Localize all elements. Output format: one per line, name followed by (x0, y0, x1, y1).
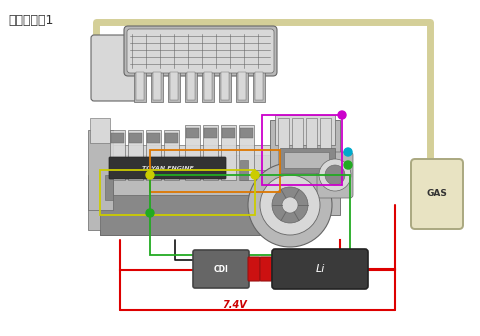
FancyBboxPatch shape (317, 152, 353, 198)
Bar (108, 145, 280, 170)
Text: CDI: CDI (214, 264, 228, 274)
Bar (238, 72, 246, 100)
FancyBboxPatch shape (260, 257, 272, 281)
Circle shape (319, 159, 351, 191)
Bar (204, 128, 217, 138)
Bar (278, 118, 289, 173)
Circle shape (272, 187, 308, 223)
Bar (262, 115, 342, 185)
Bar (292, 118, 303, 173)
FancyBboxPatch shape (411, 159, 463, 229)
Bar (134, 70, 146, 102)
Bar (164, 130, 179, 180)
Bar (187, 72, 195, 100)
Bar (151, 70, 163, 102)
Bar (239, 125, 254, 180)
Bar (253, 70, 265, 102)
Circle shape (146, 171, 154, 179)
Bar (170, 72, 178, 100)
Circle shape (282, 197, 298, 213)
Circle shape (248, 163, 332, 247)
Bar (100, 195, 285, 235)
Bar (240, 160, 248, 180)
Bar (270, 120, 340, 215)
Bar (105, 175, 113, 200)
Bar (320, 118, 331, 173)
FancyBboxPatch shape (248, 257, 260, 281)
Circle shape (251, 171, 259, 179)
Bar (147, 133, 160, 143)
Bar (136, 72, 144, 100)
Bar (255, 72, 263, 100)
Bar (203, 125, 218, 180)
FancyBboxPatch shape (91, 35, 139, 101)
Bar (280, 148, 335, 173)
Bar (165, 133, 178, 143)
Bar (221, 125, 236, 180)
Bar (146, 130, 161, 180)
Bar (129, 133, 142, 143)
Circle shape (325, 165, 345, 185)
FancyBboxPatch shape (127, 29, 274, 73)
FancyBboxPatch shape (193, 250, 249, 288)
Text: TOYAN ENGINE: TOYAN ENGINE (142, 166, 194, 170)
Bar (186, 128, 199, 138)
Bar (168, 70, 180, 102)
Bar (275, 115, 335, 145)
Bar (100, 155, 290, 235)
Bar (100, 170, 255, 215)
Text: 接線示意圖1: 接線示意圖1 (8, 14, 53, 27)
Bar (88, 130, 113, 210)
Circle shape (344, 161, 352, 169)
Bar (306, 118, 317, 173)
FancyBboxPatch shape (109, 157, 226, 179)
Bar (88, 175, 108, 230)
Bar (150, 175, 350, 255)
Circle shape (344, 148, 352, 156)
Bar (236, 70, 248, 102)
Bar (153, 72, 161, 100)
Bar (185, 125, 200, 180)
Text: 7.4V: 7.4V (223, 300, 247, 310)
Text: Li: Li (315, 264, 324, 274)
Bar (185, 70, 197, 102)
FancyBboxPatch shape (124, 26, 277, 76)
Bar (111, 133, 124, 143)
Bar (90, 118, 110, 143)
Text: GAS: GAS (427, 190, 447, 199)
Bar (110, 130, 125, 180)
Bar (222, 128, 235, 138)
Bar (284, 152, 329, 168)
Bar (219, 70, 231, 102)
Bar (128, 130, 143, 180)
Circle shape (338, 111, 346, 119)
Bar (204, 72, 212, 100)
FancyBboxPatch shape (272, 249, 368, 289)
Circle shape (260, 175, 320, 235)
Bar (150, 150, 280, 192)
Circle shape (146, 209, 154, 217)
Bar (221, 72, 229, 100)
Bar (240, 128, 253, 138)
Bar (202, 70, 214, 102)
